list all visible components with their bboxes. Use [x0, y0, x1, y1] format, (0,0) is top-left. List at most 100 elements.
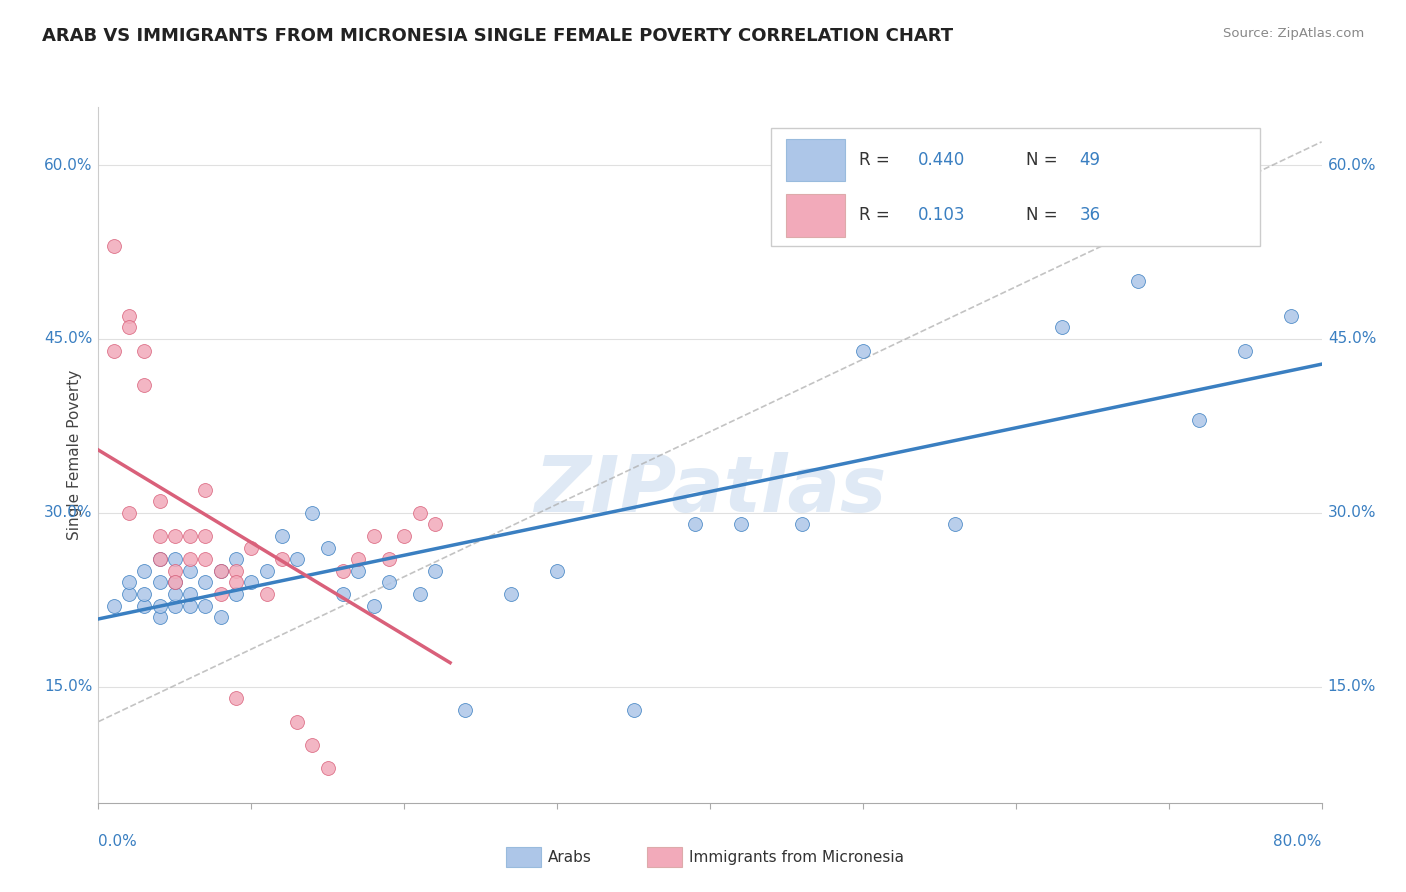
Point	[852, 343, 875, 358]
Text: 30.0%: 30.0%	[44, 506, 93, 520]
Point	[683, 517, 706, 532]
Point	[194, 599, 217, 613]
Point	[134, 587, 156, 601]
Point	[256, 587, 278, 601]
Point	[149, 610, 172, 624]
Point	[256, 564, 278, 578]
Point	[363, 529, 385, 543]
Point	[163, 599, 186, 613]
Point	[134, 378, 156, 392]
Text: 45.0%: 45.0%	[1327, 332, 1376, 346]
Point	[149, 529, 172, 543]
Point	[623, 703, 645, 717]
Point	[194, 575, 217, 590]
Point	[1279, 309, 1302, 323]
Text: 80.0%: 80.0%	[1274, 834, 1322, 849]
Point	[347, 564, 370, 578]
Text: Arabs: Arabs	[548, 850, 592, 864]
Point	[225, 552, 247, 566]
Point	[1234, 343, 1257, 358]
Point	[240, 575, 263, 590]
Point	[270, 552, 292, 566]
Point	[103, 239, 125, 253]
Point	[118, 575, 141, 590]
Text: 30.0%: 30.0%	[1327, 506, 1376, 520]
Point	[301, 506, 323, 520]
Point	[423, 517, 446, 532]
Text: ZIPatlas: ZIPatlas	[534, 451, 886, 528]
Text: 0.0%: 0.0%	[98, 834, 138, 849]
Point	[332, 564, 354, 578]
Point	[194, 529, 217, 543]
Point	[163, 552, 186, 566]
Point	[209, 564, 232, 578]
Point	[209, 587, 232, 601]
Text: 15.0%: 15.0%	[1327, 680, 1376, 694]
Point	[194, 552, 217, 566]
Point	[134, 599, 156, 613]
Point	[501, 587, 523, 601]
Point	[179, 564, 201, 578]
Point	[378, 575, 401, 590]
Text: 60.0%: 60.0%	[1327, 158, 1376, 172]
Point	[149, 494, 172, 508]
Point	[225, 691, 247, 706]
Point	[179, 599, 201, 613]
Point	[163, 587, 186, 601]
Point	[332, 587, 354, 601]
Text: 60.0%: 60.0%	[44, 158, 93, 172]
Text: 15.0%: 15.0%	[44, 680, 93, 694]
Point	[194, 483, 217, 497]
Point	[392, 529, 416, 543]
Point	[408, 587, 430, 601]
Point	[103, 343, 125, 358]
Point	[103, 599, 125, 613]
Point	[163, 575, 186, 590]
Point	[943, 517, 966, 532]
Point	[546, 564, 568, 578]
Point	[378, 552, 401, 566]
Point	[225, 587, 247, 601]
Point	[163, 564, 186, 578]
Point	[149, 552, 172, 566]
Point	[301, 738, 323, 752]
Point	[149, 599, 172, 613]
Point	[730, 517, 752, 532]
Point	[163, 529, 186, 543]
Point	[179, 587, 201, 601]
Point	[285, 552, 308, 566]
Point	[209, 610, 232, 624]
Y-axis label: Single Female Poverty: Single Female Poverty	[67, 370, 83, 540]
Point	[225, 575, 247, 590]
Point	[790, 517, 813, 532]
Point	[118, 320, 141, 334]
Point	[454, 703, 477, 717]
Point	[363, 599, 385, 613]
Point	[1050, 320, 1073, 334]
Point	[270, 529, 292, 543]
Point	[240, 541, 263, 555]
Point	[134, 564, 156, 578]
Point	[118, 506, 141, 520]
Point	[347, 552, 370, 566]
Point	[134, 343, 156, 358]
Point	[149, 552, 172, 566]
Point	[1188, 413, 1211, 427]
Text: 45.0%: 45.0%	[44, 332, 93, 346]
Point	[423, 564, 446, 578]
Point	[316, 761, 339, 775]
Point	[179, 529, 201, 543]
Point	[285, 714, 308, 729]
Point	[179, 552, 201, 566]
Point	[118, 309, 141, 323]
Text: Source: ZipAtlas.com: Source: ZipAtlas.com	[1223, 27, 1364, 40]
Text: Immigrants from Micronesia: Immigrants from Micronesia	[689, 850, 904, 864]
Text: ARAB VS IMMIGRANTS FROM MICRONESIA SINGLE FEMALE POVERTY CORRELATION CHART: ARAB VS IMMIGRANTS FROM MICRONESIA SINGL…	[42, 27, 953, 45]
Point	[408, 506, 430, 520]
Point	[209, 564, 232, 578]
Point	[149, 575, 172, 590]
Point	[118, 587, 141, 601]
Point	[316, 541, 339, 555]
Point	[1128, 274, 1150, 288]
Point	[225, 564, 247, 578]
